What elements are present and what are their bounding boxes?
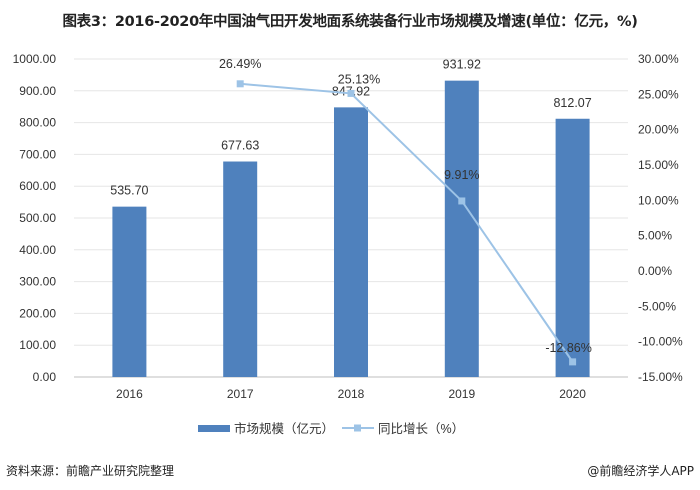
left-tick-label: 800.00	[19, 116, 56, 130]
legend-line-label: 同比增长（%）	[378, 421, 464, 436]
source-note: 资料来源：前瞻产业研究院整理	[6, 464, 175, 478]
x-tick-label: 2017	[227, 387, 254, 401]
right-tick-label: 5.00%	[638, 229, 672, 243]
legend-bar-label: 市场规模（亿元）	[234, 421, 334, 436]
growth-value-label: 25.13%	[338, 72, 380, 86]
right-tick-label: 20.00%	[638, 123, 679, 137]
left-tick-label: 0.00	[33, 370, 57, 384]
growth-marker	[458, 197, 466, 205]
bar-value-label: 931.92	[443, 58, 481, 72]
right-tick-label: 15.00%	[638, 158, 679, 172]
left-tick-label: 100.00	[19, 338, 56, 352]
x-tick-label: 2019	[448, 387, 475, 401]
x-tick-label: 2018	[338, 387, 365, 401]
growth-marker	[236, 80, 244, 88]
left-tick-label: 200.00	[19, 306, 56, 320]
growth-line	[240, 82, 574, 363]
left-tick-label: 500.00	[19, 211, 56, 225]
right-tick-label: 25.00%	[638, 87, 679, 101]
right-tick-label: 30.00%	[638, 52, 679, 66]
growth-value-label: -12.86%	[545, 341, 592, 355]
left-tick-label: 900.00	[19, 84, 56, 98]
growth-marker	[347, 89, 355, 97]
x-tick-label: 2020	[559, 387, 586, 401]
growth-value-label: 26.49%	[219, 57, 261, 71]
right-tick-label: 0.00%	[638, 264, 672, 278]
right-tick-label: -5.00%	[638, 299, 676, 313]
bar	[112, 206, 147, 377]
bar-value-label: 677.63	[221, 139, 259, 153]
chart-title: 图表3：2016-2020年中国油气田开发地面系统装备行业市场规模及增速(单位：…	[62, 14, 638, 30]
left-tick-label: 700.00	[19, 147, 56, 161]
left-tick-label: 600.00	[19, 179, 56, 193]
right-tick-label: -15.00%	[638, 370, 683, 384]
bar	[223, 161, 258, 377]
x-tick-label: 2016	[116, 387, 143, 401]
right-tick-label: 10.00%	[638, 193, 679, 207]
bar	[555, 118, 590, 377]
growth-value-label: 9.91%	[444, 168, 479, 182]
left-tick-label: 400.00	[19, 243, 56, 257]
bar-value-label: 812.07	[553, 96, 591, 110]
bar	[334, 107, 368, 377]
legend-bar-swatch	[198, 425, 230, 432]
growth-marker	[569, 358, 577, 366]
left-tick-label: 1000.00	[13, 52, 57, 66]
legend-line-marker	[354, 424, 361, 432]
bar	[444, 80, 479, 377]
brand-credit: @前瞻经济学人APP	[587, 464, 694, 478]
bar-value-label: 535.70	[110, 184, 148, 198]
right-tick-label: -10.00%	[638, 335, 683, 349]
left-tick-label: 300.00	[19, 275, 56, 289]
